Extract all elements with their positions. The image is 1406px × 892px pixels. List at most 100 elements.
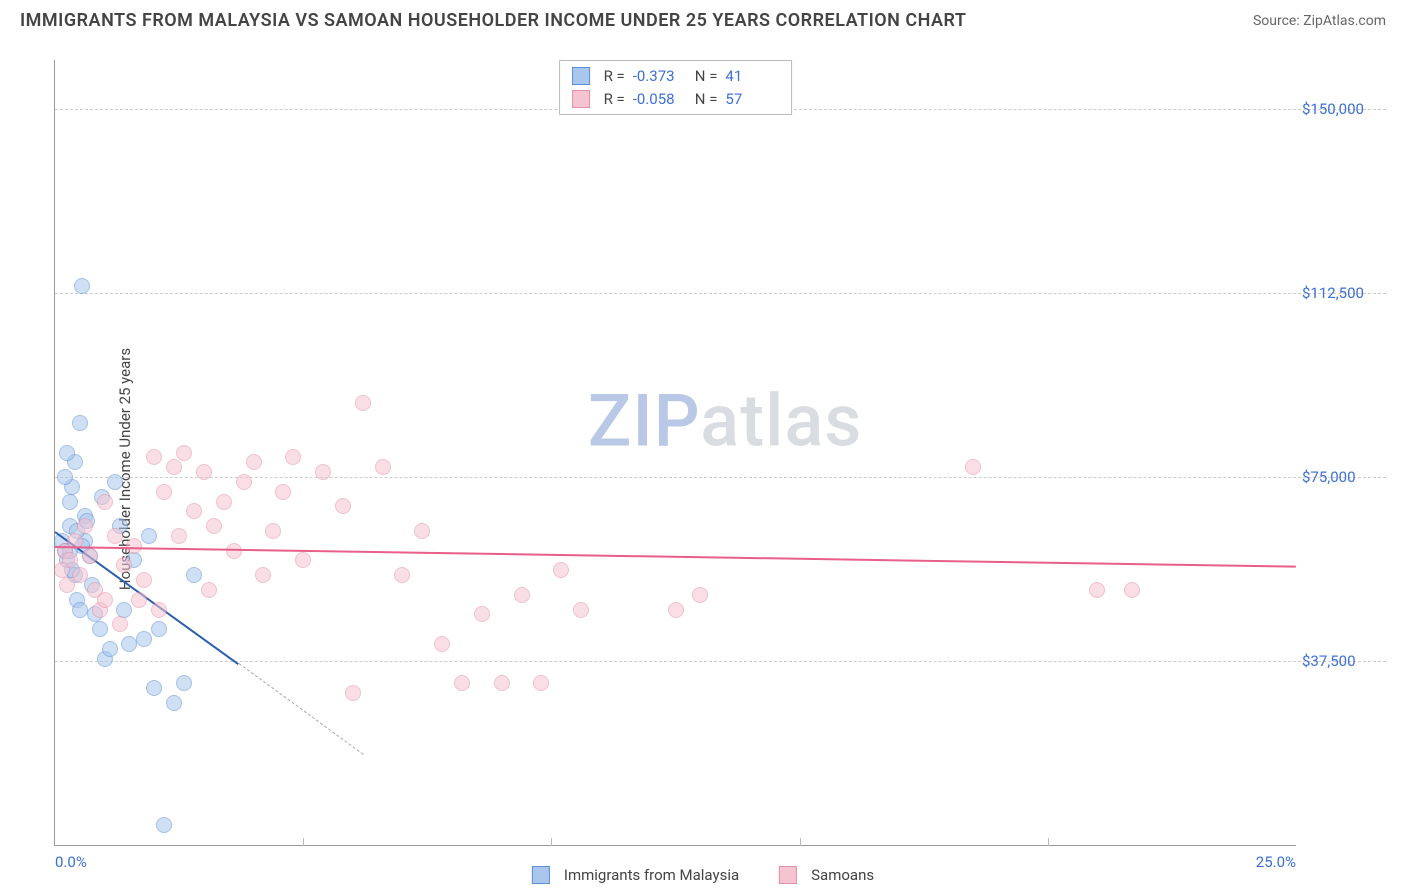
gridline (55, 477, 1386, 478)
data-point (255, 567, 271, 583)
data-point (116, 557, 132, 573)
watermark: ZIPatlas (588, 379, 862, 464)
data-point (62, 494, 78, 510)
stats-row: R = -0.058 N = 57 (572, 88, 780, 111)
data-point (201, 582, 217, 598)
data-point (285, 449, 301, 465)
data-point (394, 567, 410, 583)
gridline (55, 661, 1386, 662)
x-tick-label: 25.0% (1256, 853, 1296, 871)
watermark-atlas: atlas (700, 379, 862, 464)
r-value: -0.058 (633, 88, 687, 111)
data-point (97, 592, 113, 608)
r-label: R = (604, 65, 625, 88)
data-point (72, 415, 88, 431)
data-point (246, 454, 262, 470)
data-point (171, 528, 187, 544)
data-point (434, 636, 450, 652)
data-point (265, 523, 281, 539)
data-point (196, 464, 212, 480)
data-point (97, 494, 113, 510)
legend-swatch (532, 866, 550, 884)
data-point (146, 680, 162, 696)
data-point (206, 518, 222, 534)
legend-swatch (779, 866, 797, 884)
y-tick-label: $150,000 (1302, 100, 1392, 118)
data-point (295, 552, 311, 568)
data-point (57, 469, 73, 485)
trend-line-extrapolated (238, 664, 363, 756)
data-point (141, 528, 157, 544)
stats-row: R = -0.373 N = 41 (572, 65, 780, 88)
data-point (131, 592, 147, 608)
legend-item: Samoans (779, 866, 874, 884)
chart-area: Householder Income Under 25 years ZIPatl… (0, 46, 1406, 892)
data-point (1089, 582, 1105, 598)
data-point (965, 459, 981, 475)
n-label: N = (695, 65, 718, 88)
legend-label: Immigrants from Malaysia (564, 866, 739, 884)
data-point (1124, 582, 1140, 598)
data-point (692, 587, 708, 603)
data-point (59, 445, 75, 461)
data-point (335, 498, 351, 514)
data-point (77, 518, 93, 534)
data-point (186, 567, 202, 583)
data-point (156, 484, 172, 500)
data-point (668, 602, 684, 618)
data-point (533, 675, 549, 691)
data-point (414, 523, 430, 539)
data-point (236, 474, 252, 490)
data-point (72, 602, 88, 618)
data-point (54, 562, 70, 578)
data-point (474, 606, 490, 622)
data-point (166, 695, 182, 711)
data-point (275, 484, 291, 500)
data-point (315, 464, 331, 480)
x-tick (303, 838, 304, 846)
chart-title: IMMIGRANTS FROM MALAYSIA VS SAMOAN HOUSE… (20, 10, 967, 31)
gridline (55, 293, 1386, 294)
chart-source: Source: ZipAtlas.com (1253, 13, 1386, 29)
bottom-legend: Immigrants from Malaysia Samoans (532, 866, 874, 884)
legend-label: Samoans (811, 866, 874, 884)
data-point (126, 538, 142, 554)
n-value: 41 (725, 65, 779, 88)
y-tick-label: $37,500 (1302, 652, 1392, 670)
data-point (136, 631, 152, 647)
data-point (176, 675, 192, 691)
data-point (573, 602, 589, 618)
plot-region: ZIPatlas R =-0.373N =41R =-0.058N =57 $3… (54, 60, 1296, 846)
data-point (151, 621, 167, 637)
data-point (345, 685, 361, 701)
data-point (92, 621, 108, 637)
data-point (59, 577, 75, 593)
x-tick (551, 838, 552, 846)
data-point (176, 445, 192, 461)
data-point (355, 395, 371, 411)
data-point (494, 675, 510, 691)
data-point (454, 675, 470, 691)
data-point (156, 817, 172, 833)
legend-item: Immigrants from Malaysia (532, 866, 739, 884)
data-point (107, 528, 123, 544)
data-point (166, 459, 182, 475)
data-point (102, 641, 118, 657)
n-label: N = (695, 88, 718, 111)
data-point (112, 616, 128, 632)
data-point (116, 602, 132, 618)
x-tick-label: 0.0% (55, 853, 87, 871)
data-point (121, 636, 137, 652)
correlation-stats-box: R = -0.373 N = 41 R = -0.058 N = 57 (559, 60, 793, 115)
y-tick-label: $112,500 (1302, 284, 1392, 302)
legend-swatch (572, 90, 590, 108)
data-point (216, 494, 232, 510)
r-label: R = (604, 88, 625, 111)
data-point (74, 278, 90, 294)
r-value: -0.373 (633, 65, 687, 88)
data-point (82, 548, 98, 564)
data-point (107, 474, 123, 490)
legend-swatch (572, 67, 590, 85)
data-point (136, 572, 152, 588)
n-value: 57 (725, 88, 779, 111)
